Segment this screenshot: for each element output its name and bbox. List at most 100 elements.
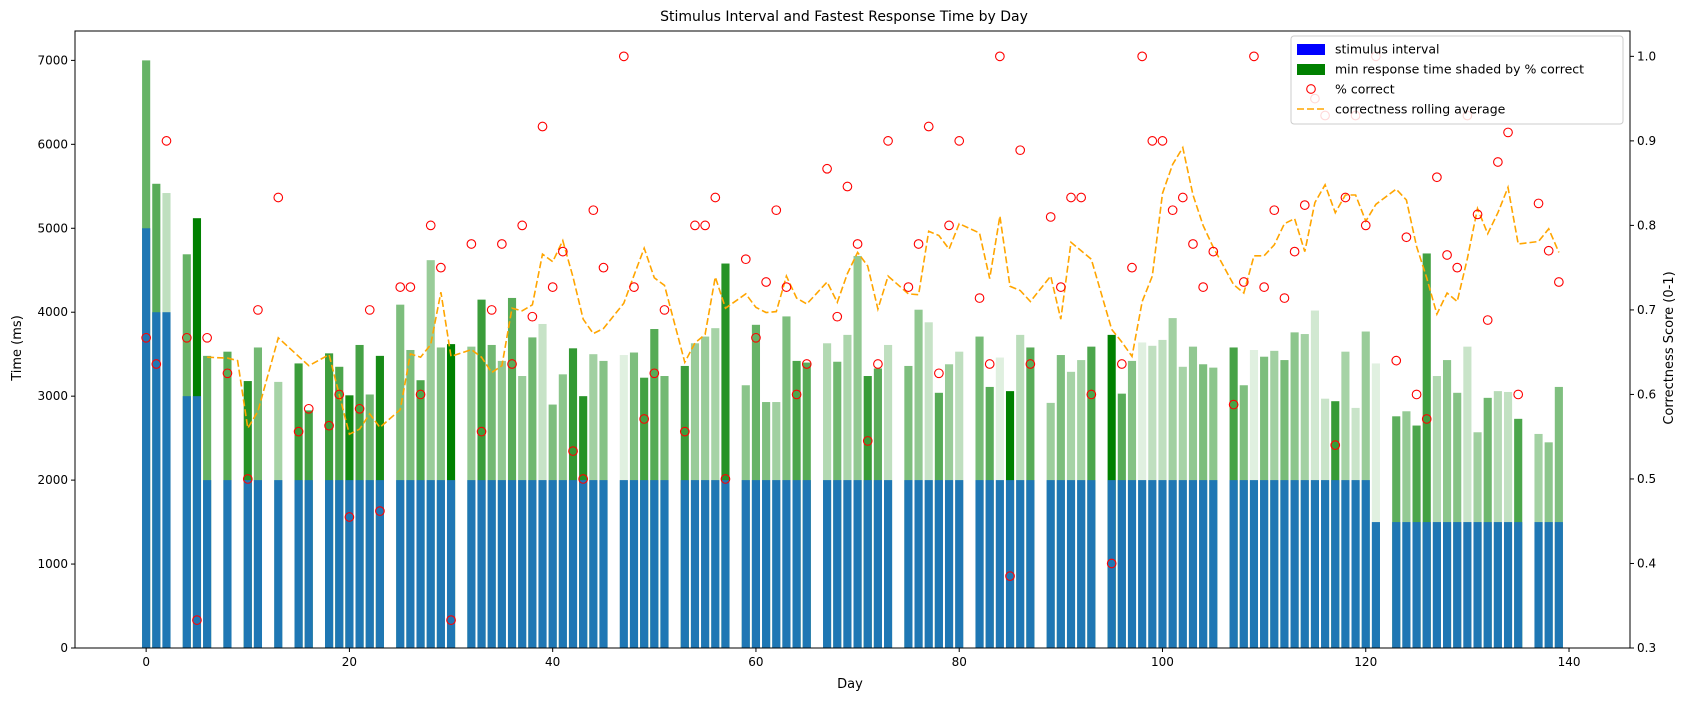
x-tick-label: 40 xyxy=(545,655,560,669)
stimulus-interval-bar xyxy=(1402,522,1411,648)
stimulus-interval-bar xyxy=(467,480,476,648)
stimulus-interval-bar xyxy=(162,312,171,648)
percent-correct-point xyxy=(303,403,314,414)
legend-label: stimulus interval xyxy=(1335,42,1440,57)
stimulus-interval-bar xyxy=(863,480,872,648)
stimulus-interval-bar xyxy=(568,480,578,648)
percent-correct-point xyxy=(710,192,721,203)
stimulus-interval-bar xyxy=(833,480,842,648)
response-time-bar xyxy=(396,304,405,648)
stimulus-interval-bar xyxy=(853,480,862,648)
percent-correct-point xyxy=(1238,277,1249,287)
percent-correct-point xyxy=(578,474,589,484)
percent-correct-point xyxy=(1025,359,1036,369)
stimulus-interval-bar xyxy=(640,480,649,648)
stimulus-interval-bar xyxy=(446,480,456,648)
response-time-bar xyxy=(1503,391,1513,648)
x-tick-label: 60 xyxy=(748,655,763,669)
stimulus-interval-bar xyxy=(741,480,750,648)
percent-correct-point xyxy=(944,220,954,231)
legend-marker xyxy=(1306,84,1316,94)
percent-correct-point xyxy=(161,136,172,146)
stimulus-interval-bar xyxy=(1341,480,1350,648)
percent-correct-point xyxy=(1066,192,1076,203)
stimulus-interval-bar xyxy=(1117,480,1126,648)
x-axis-label: Day xyxy=(837,677,863,692)
stimulus-interval-bar xyxy=(1138,480,1147,648)
percent-correct-point xyxy=(1188,239,1198,249)
percent-correct-point xyxy=(425,220,436,231)
y-tick-label: 7000 xyxy=(37,53,68,67)
percent-correct-point xyxy=(842,181,853,192)
rolling-average-layer xyxy=(207,145,1560,436)
percent-correct-point xyxy=(1198,282,1208,292)
stimulus-interval-bar xyxy=(477,480,486,648)
percent-correct-point xyxy=(1127,262,1137,273)
stimulus-interval-bar xyxy=(1148,480,1157,648)
stimulus-interval-bar xyxy=(1127,480,1137,648)
y2-tick-label: 0.4 xyxy=(1637,556,1656,570)
stimulus-interval-bar xyxy=(1249,480,1259,648)
y-tick-label: 3000 xyxy=(37,389,68,403)
percent-correct-point xyxy=(690,220,700,231)
percent-correct-point xyxy=(364,305,375,315)
stimulus-interval-bar xyxy=(1321,480,1330,648)
y-tick-label: 1000 xyxy=(37,557,68,571)
stimulus-interval-bar xyxy=(1178,480,1187,648)
percent-correct-point xyxy=(1442,250,1452,260)
stimulus-interval-bar xyxy=(416,480,425,648)
stimulus-interval-bar xyxy=(944,480,954,648)
percent-correct-point xyxy=(1543,245,1554,256)
stimulus-interval-bar xyxy=(1290,480,1299,648)
percent-correct-point xyxy=(273,192,284,203)
percent-correct-point xyxy=(1086,389,1097,400)
legend-label: % correct xyxy=(1335,82,1395,97)
stimulus-interval-bar xyxy=(1239,480,1248,648)
stimulus-interval-bar xyxy=(1514,522,1523,648)
stimulus-interval-bar xyxy=(436,480,445,648)
percent-correct-point xyxy=(436,262,446,273)
percent-correct-point xyxy=(242,474,253,484)
y2-tick-label: 0.7 xyxy=(1637,303,1656,317)
stimulus-interval-bar xyxy=(1392,522,1401,648)
y2-tick-label: 1.0 xyxy=(1637,49,1656,63)
percent-correct-point xyxy=(192,615,202,625)
percent-correct-point xyxy=(873,359,883,369)
percent-correct-point xyxy=(659,305,670,315)
stimulus-interval-bar xyxy=(934,480,943,648)
y2-tick-label: 0.9 xyxy=(1637,134,1656,148)
stimulus-interval-bar xyxy=(1554,522,1563,648)
percent-correct-point xyxy=(1513,389,1524,400)
stimulus-interval-bar xyxy=(619,480,628,648)
stimulus-interval-bar xyxy=(711,480,720,648)
stimulus-interval-bar xyxy=(1168,480,1177,648)
stimulus-interval-bar xyxy=(365,480,374,648)
percent-correct-point xyxy=(984,359,995,369)
percent-correct-point xyxy=(253,305,263,315)
percent-correct-point xyxy=(1533,198,1544,209)
percent-correct-point xyxy=(375,506,385,516)
axes-layer: 0 20 40 60 80 100 120 140 0 1000 2000 3000 4000 5000 6… xyxy=(37,49,1656,669)
stimulus-interval-bar xyxy=(823,480,832,648)
percent-correct-point xyxy=(629,282,639,292)
stimulus-interval-bar xyxy=(497,480,506,648)
stimulus-interval-bar xyxy=(325,480,334,648)
x-tick-label: 20 xyxy=(342,655,357,669)
percent-correct-point xyxy=(334,389,345,400)
legend-label: correctness rolling average xyxy=(1335,102,1506,117)
percent-correct-point xyxy=(903,282,914,292)
stimulus-interval-bar xyxy=(1077,480,1086,648)
percent-correct-point xyxy=(1167,205,1178,216)
stimulus-interval-bar xyxy=(1432,522,1441,648)
stimulus-interval-bar xyxy=(751,480,761,648)
stimulus-interval-bar xyxy=(1412,522,1421,648)
percent-correct-point xyxy=(547,282,558,292)
stimulus-interval-bar xyxy=(182,396,191,648)
stimulus-interval-bar xyxy=(1016,480,1025,648)
stimulus-interval-bar xyxy=(782,480,791,648)
percent-correct-point xyxy=(639,414,650,424)
stimulus-interval-bar xyxy=(1005,480,1015,648)
percent-correct-point xyxy=(801,359,812,369)
percent-correct-point xyxy=(1228,399,1239,410)
stimulus-interval-bar xyxy=(1158,480,1167,648)
